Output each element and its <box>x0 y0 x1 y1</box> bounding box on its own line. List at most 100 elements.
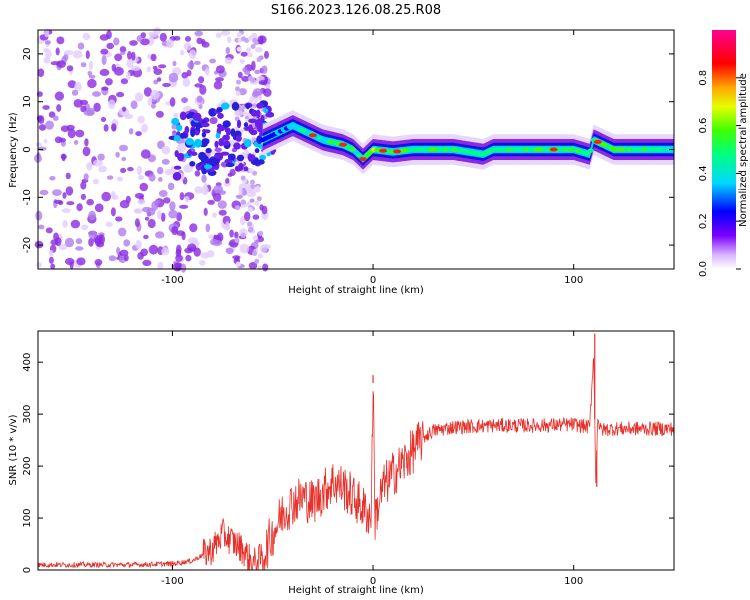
spectrogram-noise-blob <box>217 200 227 209</box>
spectrogram-noise-blob <box>225 57 233 65</box>
spectrogram-noise-blob <box>209 58 217 64</box>
spectrogram-noise-blob <box>36 262 42 268</box>
spectrogram-noise-blob <box>150 103 156 109</box>
colorbar: 0.0 0.2 0.4 0.6 0.8 Normalized spectral ampl… <box>698 30 749 277</box>
spectrogram-noise-blob <box>252 235 258 241</box>
spectrogram-noise-blob <box>254 186 260 192</box>
spectrogram-ridge-peak <box>549 147 558 152</box>
spectrogram-noise-blob <box>262 263 269 272</box>
spectrogram-noise-blob <box>249 96 255 102</box>
spectrogram-noise-blob <box>88 60 93 71</box>
spectrogram-cluster-blob <box>208 157 217 165</box>
spectrogram-noise-blob <box>106 175 114 180</box>
spectrogram-noise-blob <box>48 256 54 264</box>
spectrogram-x-tick-label: -100 <box>161 275 184 286</box>
spectrogram-noise-blob <box>234 231 239 239</box>
spectrogram-noise-blob <box>134 208 141 214</box>
spectrogram-noise-blob <box>136 165 143 176</box>
spectrogram-ridge-peak <box>308 133 317 138</box>
spectrogram-cluster-blob <box>256 123 265 131</box>
spectrogram-noise-blob <box>81 224 89 231</box>
snr-y-tick-label: 0 <box>22 567 33 573</box>
spectrogram-cluster-blob <box>252 159 258 164</box>
spectrogram-noise-blob <box>48 111 56 118</box>
spectrogram-cluster-blob <box>221 141 230 146</box>
spectrogram-y-tick-label: -20 <box>22 237 33 253</box>
spectrogram-noise-blob <box>121 156 126 162</box>
spectrogram-noise-blob <box>240 175 246 181</box>
spectrogram-noise-blob <box>80 105 87 113</box>
spectrogram-noise-blob <box>137 199 146 205</box>
snr-y-ticks: 0 100 200 300 400 <box>22 353 674 573</box>
spectrogram-noise-blob <box>119 200 130 209</box>
spectrogram-noise-blob <box>103 124 109 132</box>
spectrogram-cluster-blob <box>248 118 257 124</box>
spectrogram-noise-blob <box>160 212 166 222</box>
spectrogram-noise-blob <box>234 237 240 243</box>
spectrogram-noise-blob <box>240 232 246 238</box>
spectrogram-noise-blob <box>113 66 124 76</box>
spectrogram-noise-blob <box>168 72 179 83</box>
spectrogram-noise-blob <box>241 75 250 82</box>
spectrogram-noise-blob <box>88 230 98 239</box>
spectrogram-noise-blob <box>173 112 179 118</box>
spectrogram-noise-blob <box>75 129 85 138</box>
spectrogram-noise-blob <box>87 71 93 76</box>
spectrogram-noise-blob <box>83 173 89 181</box>
spectrogram-noise-blob <box>73 140 79 145</box>
spectrogram-noise-blob <box>218 209 227 216</box>
spectrogram-noise-blob <box>248 262 258 270</box>
spectrogram-cluster-blob <box>243 166 249 172</box>
spectrogram-noise-blob <box>240 216 246 226</box>
spectrogram-noise-blob <box>252 214 260 220</box>
spectrogram-noise-blob <box>55 47 60 56</box>
spectrogram-noise-blob <box>176 230 185 236</box>
spectrogram-noise-blob <box>98 165 108 173</box>
spectrogram-noise-blob <box>171 123 178 130</box>
spectrogram-cluster-blob <box>223 134 230 141</box>
spectrogram-cluster-blob <box>250 109 258 117</box>
spectrogram-noise-blob <box>37 146 47 151</box>
spectrogram-cluster-blob <box>256 135 263 145</box>
spectrogram-cluster-blob <box>204 164 213 170</box>
spectrogram-noise-blob <box>86 162 93 171</box>
spectrogram-cluster-blob <box>245 103 250 110</box>
spectrogram-cluster-blob <box>265 111 275 118</box>
spectrogram-noise-blob <box>64 257 75 266</box>
spectrogram-ridge-peak <box>593 139 602 144</box>
spectrogram-cluster-blob <box>263 108 269 114</box>
snr-line-group <box>37 333 675 571</box>
spectrogram-noise-blob <box>83 109 94 116</box>
spectrogram-cluster-blob <box>259 154 267 161</box>
spectrogram-noise-blob <box>35 142 42 147</box>
spectrogram-noise-blob <box>244 149 249 155</box>
snr-series-line <box>37 358 675 571</box>
spectrogram-noise-blob <box>194 170 201 177</box>
spectrogram-noise-blob <box>146 66 152 73</box>
spectrogram-noise-blob <box>118 227 127 237</box>
spectrogram-noise-blob <box>82 32 91 41</box>
spectrogram-noise-blob <box>80 62 87 68</box>
spectrogram-noise-blob <box>261 65 268 74</box>
spectrogram-cluster-blob <box>173 165 182 170</box>
spectrogram-noise-blob <box>66 65 74 72</box>
spectrogram-noise-blob <box>247 52 253 58</box>
spectrogram-noise-blob <box>128 128 134 135</box>
spectrogram-y-tick-label: 20 <box>22 48 33 61</box>
spectrogram-noise-blob <box>153 79 159 85</box>
spectrogram-noise-blob <box>171 226 179 236</box>
spectrogram-y-tick-label: 0 <box>22 146 33 152</box>
spectrogram-noise-blob <box>213 184 224 194</box>
spectrogram-noise-blob <box>187 61 195 69</box>
spectrogram-cluster-blob <box>176 124 183 132</box>
spectrogram-noise-blob <box>209 117 218 125</box>
spectrogram-cluster-blob <box>235 135 242 142</box>
spectrogram-noise-blob <box>167 182 175 191</box>
spectrogram-cluster-blob <box>243 122 249 128</box>
snr-y-tick-label: 200 <box>22 457 33 476</box>
spectrogram-noise-blob <box>45 227 53 234</box>
spectrogram-noise-blob <box>184 36 192 42</box>
spectrogram-noise-blob <box>175 265 181 272</box>
spectrogram-noise-blob <box>254 47 263 53</box>
